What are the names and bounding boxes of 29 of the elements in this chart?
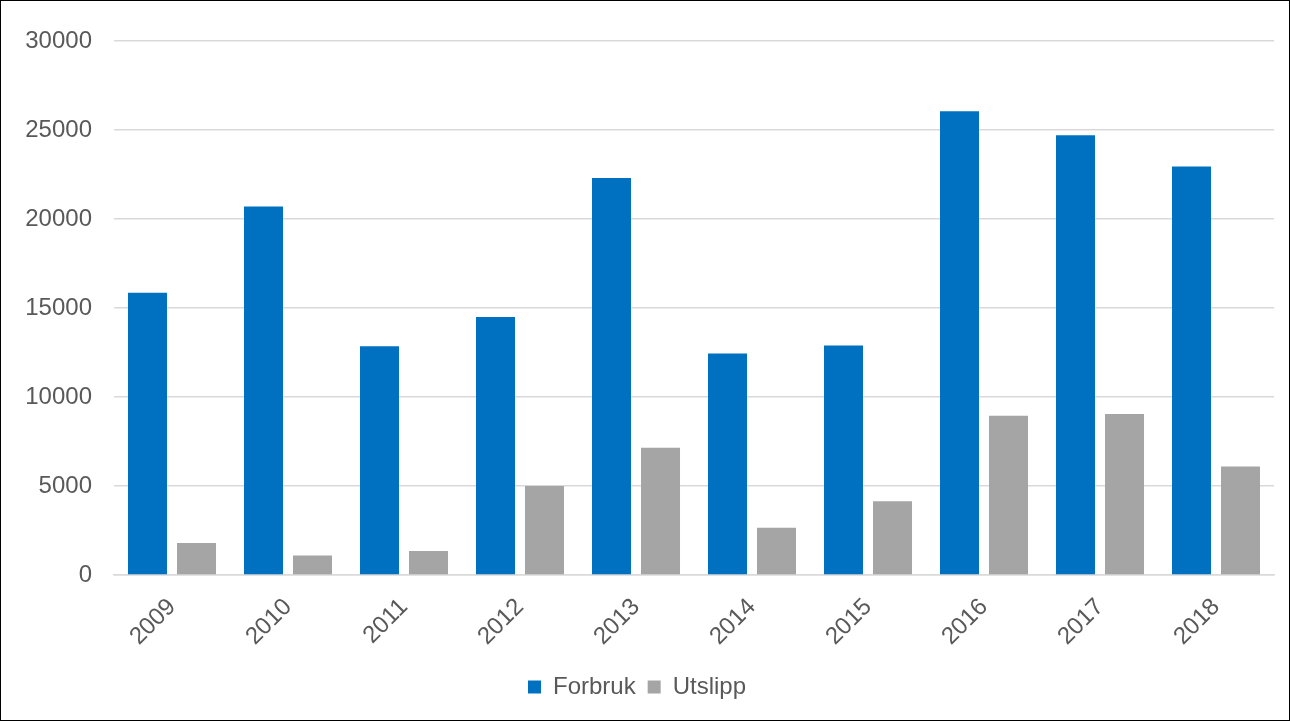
bar: [127, 292, 167, 575]
bar: [823, 345, 863, 575]
y-tick-label: 25000: [25, 114, 92, 142]
bar: [409, 550, 449, 575]
bar: [177, 542, 217, 575]
bar: [757, 527, 797, 575]
legend-label: Forbruk: [552, 671, 637, 699]
bar: [939, 111, 979, 575]
y-tick-label: 10000: [25, 381, 92, 409]
bar: [873, 501, 913, 575]
bar: [1105, 413, 1145, 575]
bar: [1171, 166, 1211, 575]
bar: [989, 415, 1029, 575]
bar: [475, 316, 515, 575]
bar: [359, 346, 399, 575]
bar: [1055, 135, 1095, 575]
bar: [591, 178, 631, 575]
bar: [641, 447, 681, 575]
bar: [243, 206, 283, 575]
bar: [525, 486, 565, 575]
bar: [293, 555, 333, 575]
y-tick-label: 20000: [25, 203, 92, 231]
y-tick-label: 15000: [25, 292, 92, 320]
legend-label: Utslipp: [672, 671, 747, 699]
y-tick-label: 5000: [38, 470, 92, 498]
y-tick-label: 0: [78, 559, 92, 587]
y-tick-label: 30000: [25, 25, 92, 53]
bar: [707, 353, 747, 575]
bar: [1221, 466, 1261, 575]
